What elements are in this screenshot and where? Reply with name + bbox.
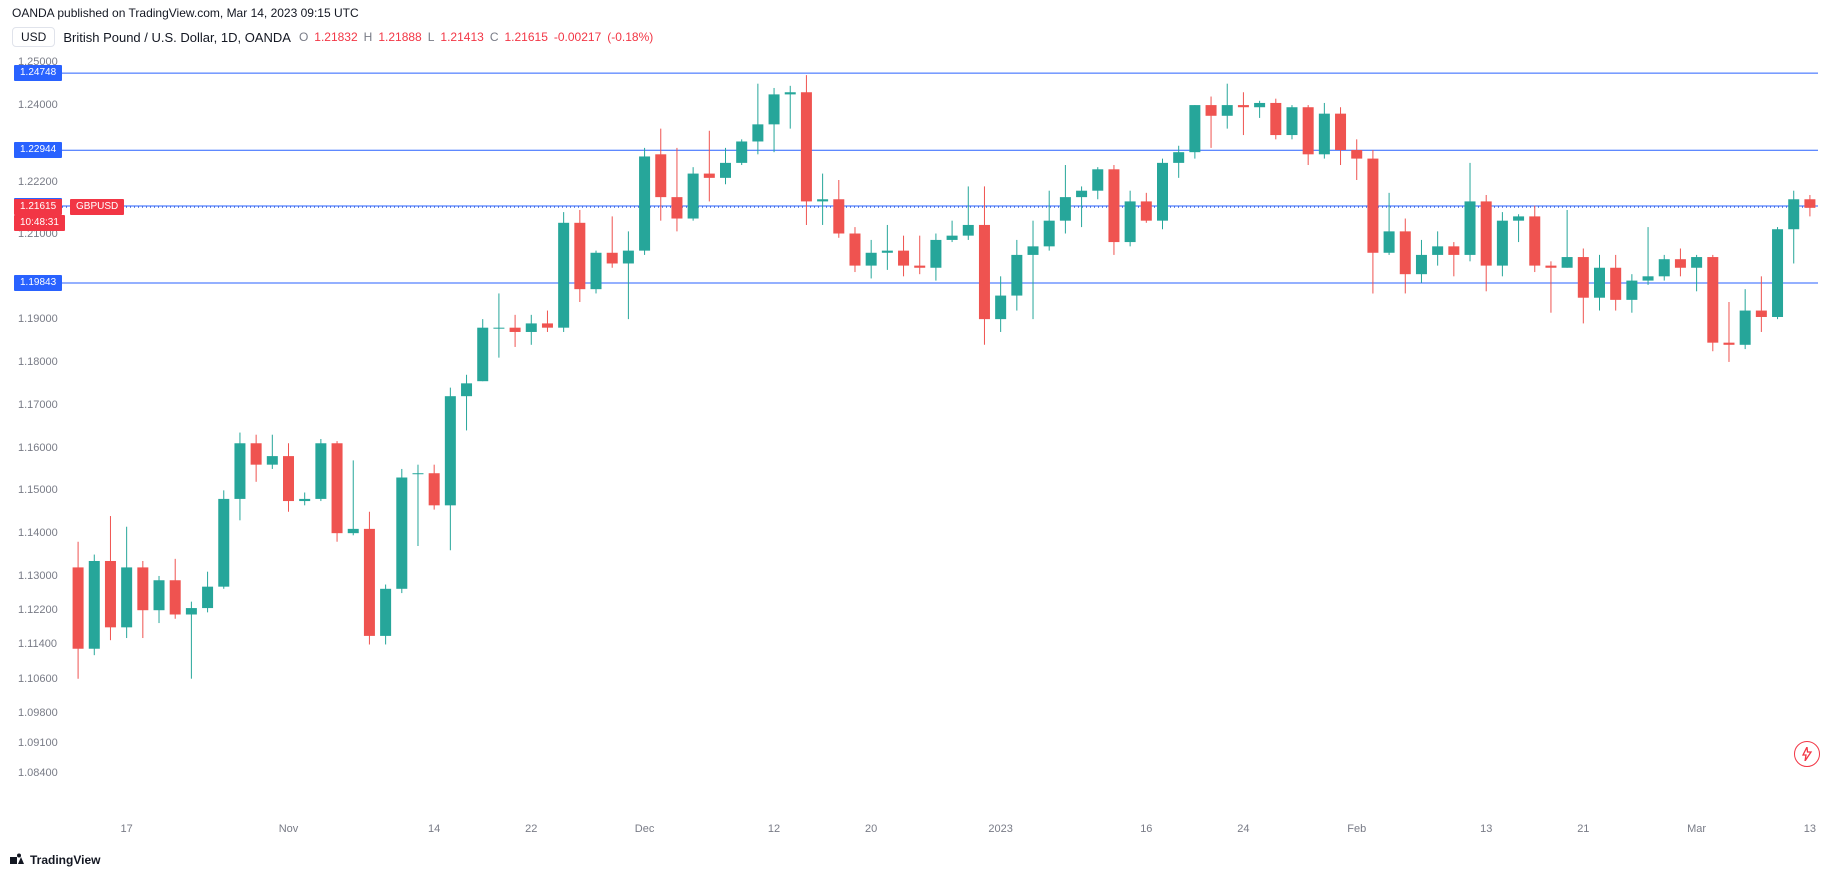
flash-icon[interactable] [1794,741,1820,767]
symbol-tag: GBPUSD [70,199,124,215]
price-line-label: 10:48:31 [14,215,65,231]
symbol-title: British Pound / U.S. Dollar, 1D, OANDA [63,30,291,45]
publish-info: OANDA published on TradingView.com, Mar … [12,6,359,20]
tradingview-logo: TradingView [10,853,100,867]
hline-price-label: 1.24748 [14,65,62,81]
hline-price-label: 1.19843 [14,275,62,291]
candlestick-chart[interactable]: 1.250001.240001.222001.210001.190001.180… [0,50,1834,845]
hline-price-label: 1.22944 [14,142,62,158]
title-bar: USD British Pound / U.S. Dollar, 1D, OAN… [12,26,653,48]
price-line-label: 1.21615 [14,199,62,215]
yaxis-unit-chip[interactable]: USD [12,27,55,47]
ohlc-readout: O1.21832 H1.21888 L1.21413 C1.21615 -0.0… [299,30,653,44]
